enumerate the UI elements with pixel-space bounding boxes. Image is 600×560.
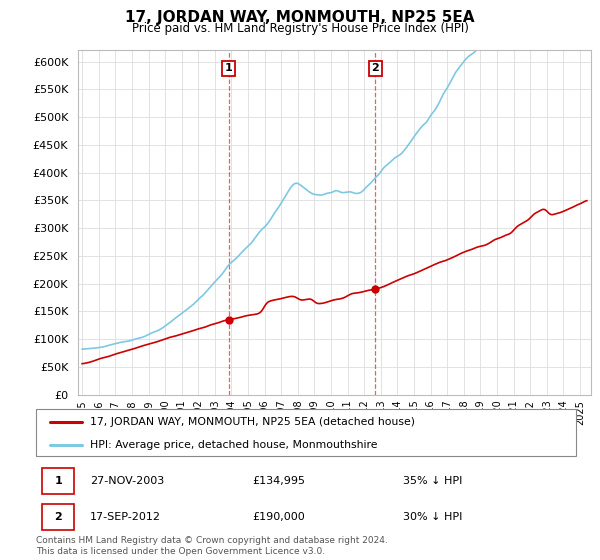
Text: Contains HM Land Registry data © Crown copyright and database right 2024.
This d: Contains HM Land Registry data © Crown c… bbox=[36, 536, 388, 556]
Text: 17, JORDAN WAY, MONMOUTH, NP25 5EA: 17, JORDAN WAY, MONMOUTH, NP25 5EA bbox=[125, 10, 475, 25]
Text: 2: 2 bbox=[371, 63, 379, 73]
Text: 35% ↓ HPI: 35% ↓ HPI bbox=[403, 475, 463, 486]
FancyBboxPatch shape bbox=[43, 468, 74, 494]
Text: 17-SEP-2012: 17-SEP-2012 bbox=[90, 512, 161, 522]
Text: £134,995: £134,995 bbox=[252, 475, 305, 486]
Text: 2: 2 bbox=[54, 512, 62, 522]
FancyBboxPatch shape bbox=[36, 409, 576, 456]
FancyBboxPatch shape bbox=[43, 504, 74, 530]
Text: 27-NOV-2003: 27-NOV-2003 bbox=[90, 475, 164, 486]
Text: 30% ↓ HPI: 30% ↓ HPI bbox=[403, 512, 463, 522]
Text: HPI: Average price, detached house, Monmouthshire: HPI: Average price, detached house, Monm… bbox=[90, 440, 377, 450]
Text: 1: 1 bbox=[225, 63, 233, 73]
Text: 17, JORDAN WAY, MONMOUTH, NP25 5EA (detached house): 17, JORDAN WAY, MONMOUTH, NP25 5EA (deta… bbox=[90, 417, 415, 427]
Text: Price paid vs. HM Land Registry's House Price Index (HPI): Price paid vs. HM Land Registry's House … bbox=[131, 22, 469, 35]
Text: 1: 1 bbox=[54, 475, 62, 486]
Text: £190,000: £190,000 bbox=[252, 512, 305, 522]
